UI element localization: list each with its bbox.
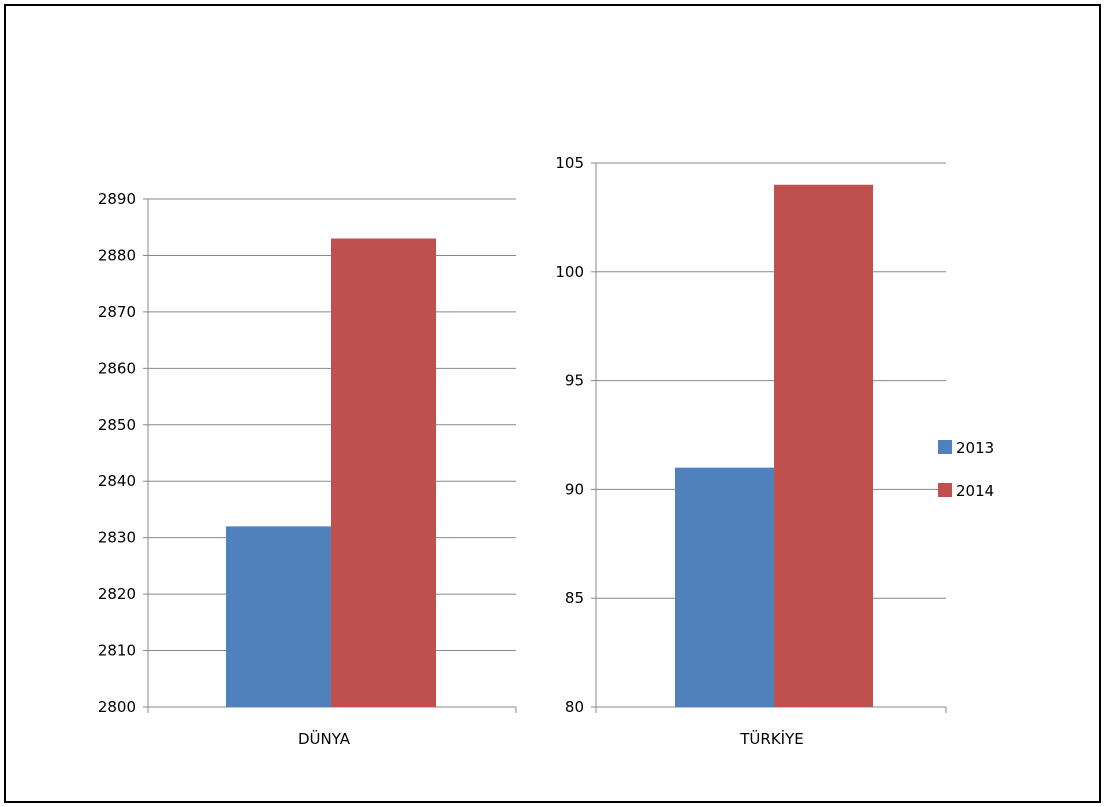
bar-2014	[331, 238, 436, 707]
bar-2014	[774, 184, 873, 707]
legend-swatch-2013	[938, 440, 952, 454]
y-tick-label: 85	[565, 589, 584, 607]
x-category-label: DÜNYA	[298, 729, 351, 748]
y-tick-label: 2870	[98, 303, 136, 321]
legend-swatch-2014	[938, 483, 952, 497]
chart-frame: 2800 2810 2820 2830 2840 2850 2860 2870 2880 2890…	[4, 4, 1101, 803]
bar-2013	[675, 467, 774, 707]
chart-panel-dunya: 2800 2810 2820 2830 2840 2850 2860 2870 2880 2890…	[98, 190, 517, 748]
y-tick-label: 2850	[98, 416, 136, 434]
y-tick-label: 105	[555, 154, 584, 172]
y-tick-label: 100	[555, 263, 584, 281]
y-tick-label: 95	[565, 372, 584, 390]
x-category-label: TÜRKİYE	[739, 729, 803, 748]
y-tick-label: 2820	[98, 585, 136, 603]
legend-label-2014: 2014	[956, 482, 994, 500]
y-tick-label: 2830	[98, 529, 136, 547]
y-tick-label: 90	[565, 480, 584, 498]
y-tick-label: 2890	[98, 190, 136, 208]
y-tick-label: 2840	[98, 472, 136, 490]
legend-label-2013: 2013	[956, 439, 994, 457]
bar-2013	[226, 526, 331, 707]
chart-panel-turkiye: 80 85 90 95 100 105 TÜRKİYE	[555, 154, 947, 748]
y-tick-label: 2800	[98, 698, 136, 716]
chart-canvas: 2800 2810 2820 2830 2840 2850 2860 2870 2880 2890…	[98, 154, 994, 748]
y-tick-label: 2810	[98, 642, 136, 660]
legend: 2013 2014	[938, 439, 994, 500]
y-tick-label: 2860	[98, 359, 136, 377]
y-tick-label: 2880	[98, 246, 136, 264]
y-tick-label: 80	[565, 698, 584, 716]
